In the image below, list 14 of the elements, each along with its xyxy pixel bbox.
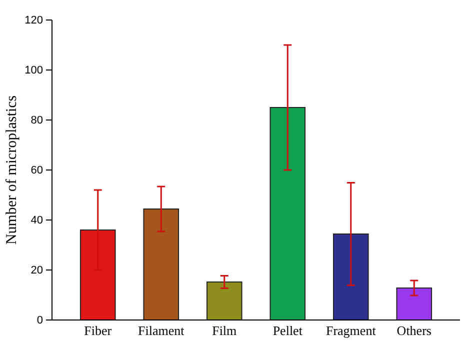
y-tick-label: 20 — [30, 264, 43, 277]
y-tick-label: 40 — [30, 214, 43, 227]
y-tick-label: 100 — [24, 64, 43, 77]
x-tick-label: Fragment — [326, 323, 376, 338]
x-tick-label: Filament — [138, 323, 185, 338]
x-tick-label: Fiber — [84, 323, 112, 338]
y-axis-title: Number of microplastics — [4, 95, 20, 245]
y-tick-label: 60 — [30, 164, 43, 177]
y-tick-label: 0 — [36, 314, 43, 327]
x-tick-label: Pellet — [272, 323, 303, 338]
y-tick-label: 80 — [30, 114, 43, 127]
x-tick-label: Film — [212, 323, 237, 338]
x-tick-label: Others — [396, 323, 432, 338]
y-tick-label: 120 — [24, 14, 43, 27]
